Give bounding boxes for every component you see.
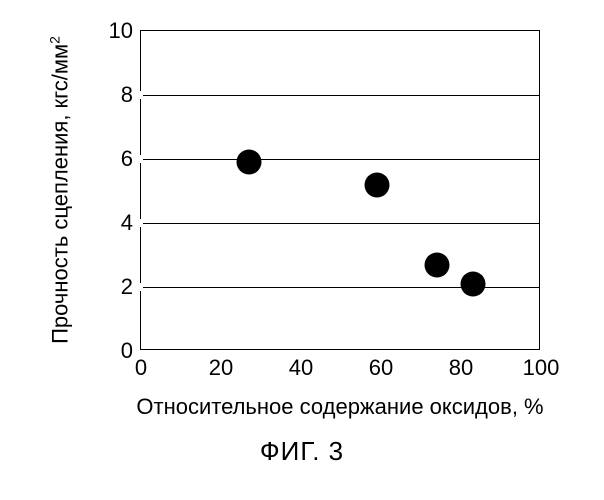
data-point: [461, 271, 486, 296]
y-axis-label: Прочность сцепления, кгс/мм2: [46, 36, 73, 344]
y-tick-label: 10: [109, 18, 133, 44]
gridline: [141, 95, 539, 96]
gridline-gap: [139, 283, 143, 291]
y-tick-label: 4: [121, 210, 133, 236]
data-point: [365, 172, 390, 197]
plot-area: 0246810020406080100: [140, 30, 540, 350]
gridline: [141, 159, 539, 160]
x-tick-label: 20: [209, 355, 233, 381]
x-tick-label: 100: [523, 355, 560, 381]
y-tick-label: 2: [121, 274, 133, 300]
y-tick-label: 8: [121, 82, 133, 108]
gridline-gap: [139, 155, 143, 163]
data-point: [425, 252, 450, 277]
x-tick-label: 0: [135, 355, 147, 381]
figure-container: Прочность сцепления, кгс/мм2 02468100204…: [0, 0, 604, 500]
x-axis-label: Относительное содержание оксидов, %: [136, 394, 543, 420]
y-axis-label-text: Прочность сцепления, кгс/мм: [48, 44, 73, 344]
y-axis-label-sup: 2: [46, 36, 62, 44]
x-tick-label: 80: [449, 355, 473, 381]
gridline-gap: [139, 91, 143, 99]
x-tick-label: 40: [289, 355, 313, 381]
gridline-gap: [139, 219, 143, 227]
y-tick-label: 0: [121, 338, 133, 364]
x-tick-label: 60: [369, 355, 393, 381]
figure-caption: ФИГ. 3: [260, 436, 344, 467]
data-point: [237, 150, 262, 175]
gridline: [141, 223, 539, 224]
y-tick-label: 6: [121, 146, 133, 172]
